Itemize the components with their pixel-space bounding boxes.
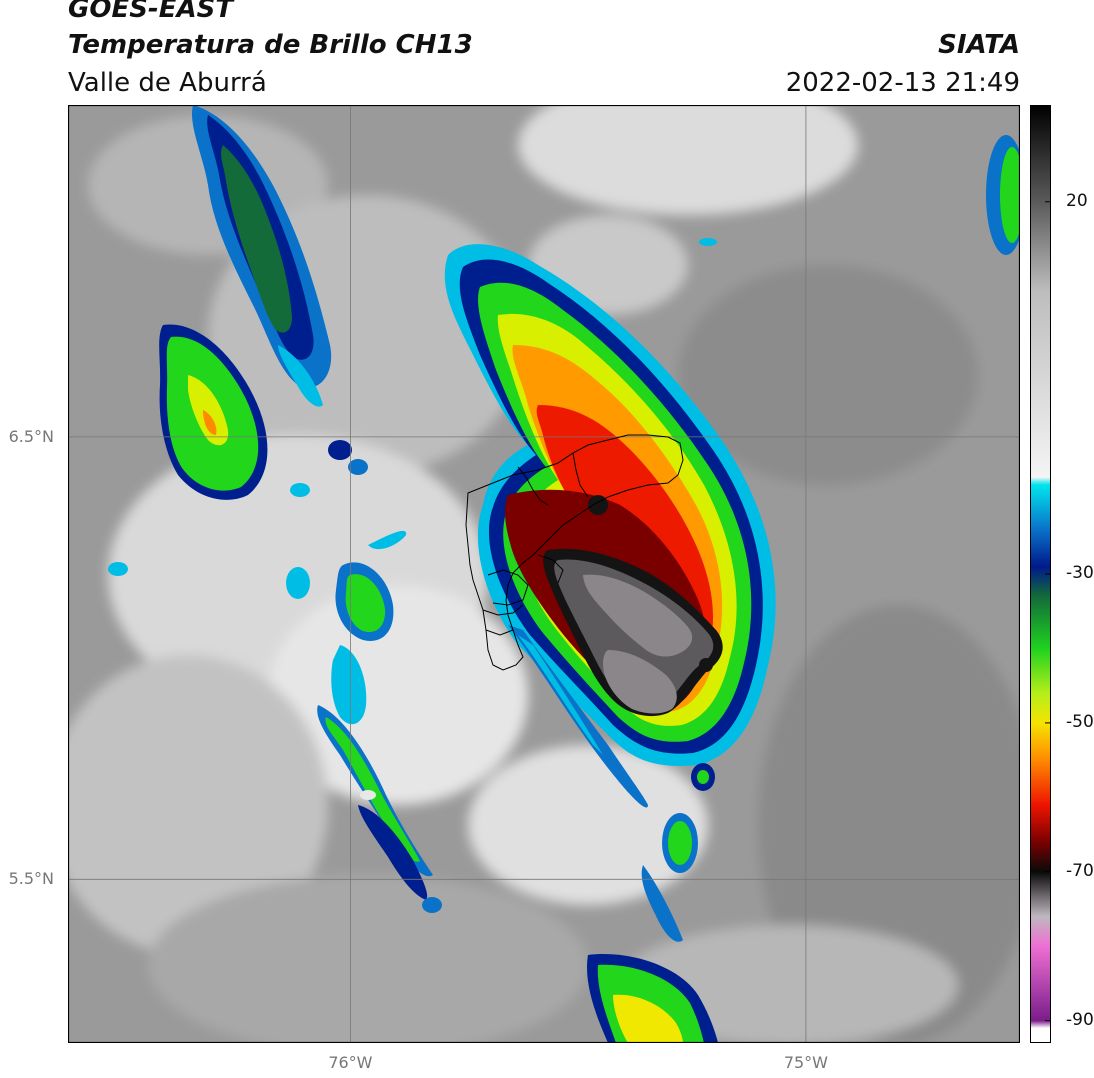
datetime-label: 2022-02-13 21:49	[785, 68, 1020, 98]
organization-label: SIATA	[938, 30, 1020, 60]
colorbar-tick-label-4: -90	[1066, 1009, 1094, 1030]
convective-chain-west	[108, 530, 442, 913]
lat-tick-label-0: 6.5°N	[8, 426, 54, 446]
satellite-title: GOES-EAST	[68, 0, 234, 24]
colorbar	[1030, 105, 1051, 1043]
gridlines	[68, 105, 1020, 1043]
lon-tick-label-0: 76°W	[328, 1053, 373, 1072]
colorbar-tick-label-2: -50	[1066, 711, 1094, 732]
product-title: Temperatura de Brillo CH13	[68, 30, 473, 60]
region-subtitle: Valle de Aburrá	[68, 68, 267, 98]
background-texture	[68, 105, 1020, 1043]
colorbar-tick-label-1: -30	[1066, 563, 1094, 583]
scattered-cells	[290, 135, 1020, 800]
colorbar-tick-label-3: -70	[1066, 860, 1094, 881]
lon-tick-label-1: 75°W	[783, 1053, 828, 1072]
colorbar-tick-label-0: 20	[1066, 190, 1088, 211]
convective-tail	[508, 625, 718, 1043]
map-frame	[68, 105, 1020, 1043]
colorbar-gradient	[1030, 105, 1051, 1043]
convective-band-northwest	[159, 105, 368, 500]
lat-tick-label-1: 5.5°N	[8, 869, 54, 889]
municipal-boundaries	[465, 434, 684, 671]
brightness-temperature-map	[68, 105, 1020, 1043]
